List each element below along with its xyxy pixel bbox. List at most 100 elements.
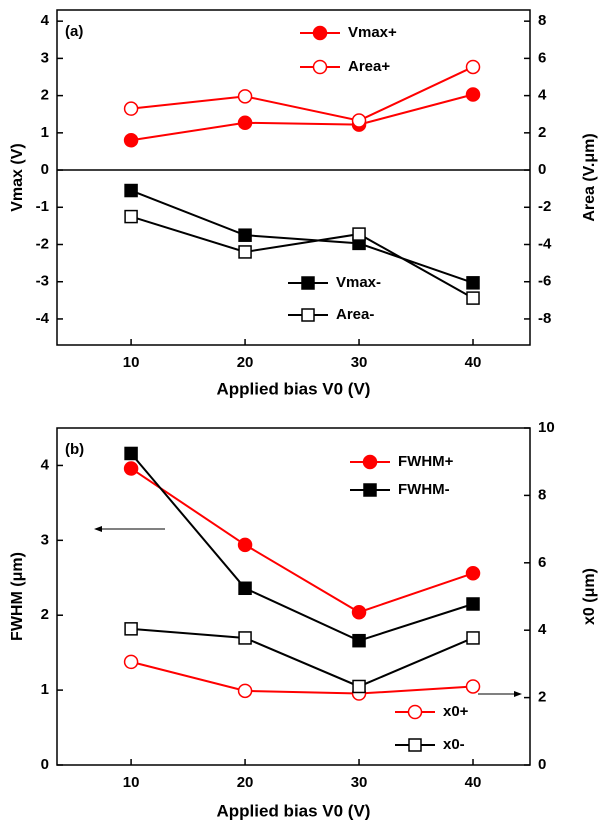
- arrow-right: [478, 691, 522, 697]
- marker: [466, 631, 480, 645]
- marker: [238, 631, 252, 645]
- marker: [466, 276, 480, 290]
- marker: [362, 454, 378, 470]
- y2-tick-label: -4: [538, 235, 552, 252]
- legend-label: x0+: [443, 703, 469, 720]
- marker: [352, 633, 366, 648]
- panel-label: (a): [65, 23, 83, 40]
- series-line: [130, 660, 474, 695]
- series-line: [130, 93, 474, 142]
- series-line: [131, 627, 474, 688]
- marker: [124, 209, 138, 224]
- y2-tick-label: 8: [538, 486, 546, 503]
- marker: [352, 227, 366, 241]
- marker: [351, 604, 367, 620]
- y-tick-label: -4: [36, 310, 50, 327]
- y-tick-label: 2: [41, 606, 49, 623]
- marker: [301, 276, 315, 290]
- y-tick-label: -3: [36, 273, 49, 290]
- y2-tick-label: 0: [538, 161, 546, 178]
- y-tick-label: 4: [41, 12, 50, 29]
- y2-tick-label: 10: [538, 419, 555, 436]
- marker: [238, 228, 252, 242]
- x-tick-label: 30: [351, 774, 368, 791]
- marker: [351, 113, 367, 128]
- x-axis-label: Applied bias V0 (V): [217, 379, 371, 398]
- marker: [465, 566, 481, 581]
- y2-tick-label: 4: [538, 621, 547, 638]
- marker: [237, 89, 253, 104]
- marker: [238, 581, 252, 596]
- y-tick-label: 3: [41, 531, 49, 548]
- marker: [123, 654, 139, 670]
- y2-tick-label: -8: [538, 310, 551, 327]
- y2-tick-label: 6: [538, 554, 546, 571]
- x-tick-label: 20: [237, 774, 254, 791]
- y2-tick-label: -2: [538, 198, 551, 215]
- legend-label: Vmax-: [336, 274, 381, 291]
- marker: [312, 25, 328, 41]
- marker: [466, 597, 480, 611]
- y-axis-label: FWHM (μm): [9, 552, 26, 641]
- y2-tick-label: -6: [538, 273, 551, 290]
- marker: [238, 245, 252, 259]
- series-line: [130, 66, 474, 122]
- x-tick-label: 10: [123, 774, 140, 791]
- legend-label: FWHM+: [398, 453, 454, 470]
- marker: [124, 622, 138, 636]
- marker: [465, 59, 481, 75]
- y2-tick-label: 4: [538, 87, 547, 104]
- series-line: [130, 452, 474, 642]
- marker: [352, 679, 366, 694]
- marker: [408, 738, 422, 752]
- x-axis-label: Applied bias V0 (V): [217, 801, 371, 820]
- y-tick-label: -1: [36, 198, 49, 215]
- y-tick-label: -2: [36, 235, 49, 252]
- marker: [363, 483, 377, 497]
- marker: [301, 308, 315, 322]
- y-tick-label: 0: [41, 161, 49, 178]
- y2-axis-label: x0 (μm): [581, 568, 598, 625]
- marker: [124, 446, 138, 461]
- x-tick-label: 40: [465, 774, 482, 791]
- marker: [407, 704, 423, 720]
- y2-axis-label: Area (V.μm): [581, 133, 598, 221]
- x-tick-label: 30: [351, 354, 368, 371]
- series-line: [130, 215, 474, 299]
- y-axis-label: Vmax (V): [9, 143, 26, 211]
- marker: [237, 683, 253, 699]
- marker: [237, 537, 253, 553]
- arrow-left: [94, 526, 165, 532]
- legend-label: x0-: [443, 736, 465, 753]
- marker: [237, 115, 253, 131]
- y2-tick-label: 0: [538, 756, 546, 773]
- series-line: [130, 467, 474, 614]
- marker: [123, 461, 139, 476]
- y2-tick-label: 6: [538, 49, 546, 66]
- panel-label: (b): [65, 441, 84, 458]
- y-tick-label: 1: [41, 124, 49, 141]
- plot-frame: [56, 427, 531, 766]
- series-line: [130, 189, 474, 284]
- y-tick-label: 4: [41, 456, 50, 473]
- marker: [466, 291, 480, 305]
- y2-tick-label: 2: [538, 689, 546, 706]
- legend-label: Area+: [348, 58, 390, 75]
- x-tick-label: 40: [465, 354, 482, 371]
- marker: [465, 87, 481, 102]
- marker: [123, 133, 139, 148]
- x-tick-label: 10: [123, 354, 140, 371]
- marker: [465, 679, 481, 694]
- y2-tick-label: 2: [538, 124, 546, 141]
- y-tick-label: 1: [41, 681, 49, 698]
- y-tick-label: 3: [41, 49, 49, 66]
- x-tick-label: 20: [237, 354, 254, 371]
- legend-label: FWHM-: [398, 481, 450, 498]
- marker: [123, 101, 139, 116]
- y-tick-label: 0: [41, 756, 49, 773]
- marker: [124, 183, 138, 198]
- legend-label: Area-: [336, 306, 374, 323]
- y2-tick-label: 8: [538, 12, 546, 29]
- y-tick-label: 2: [41, 87, 49, 104]
